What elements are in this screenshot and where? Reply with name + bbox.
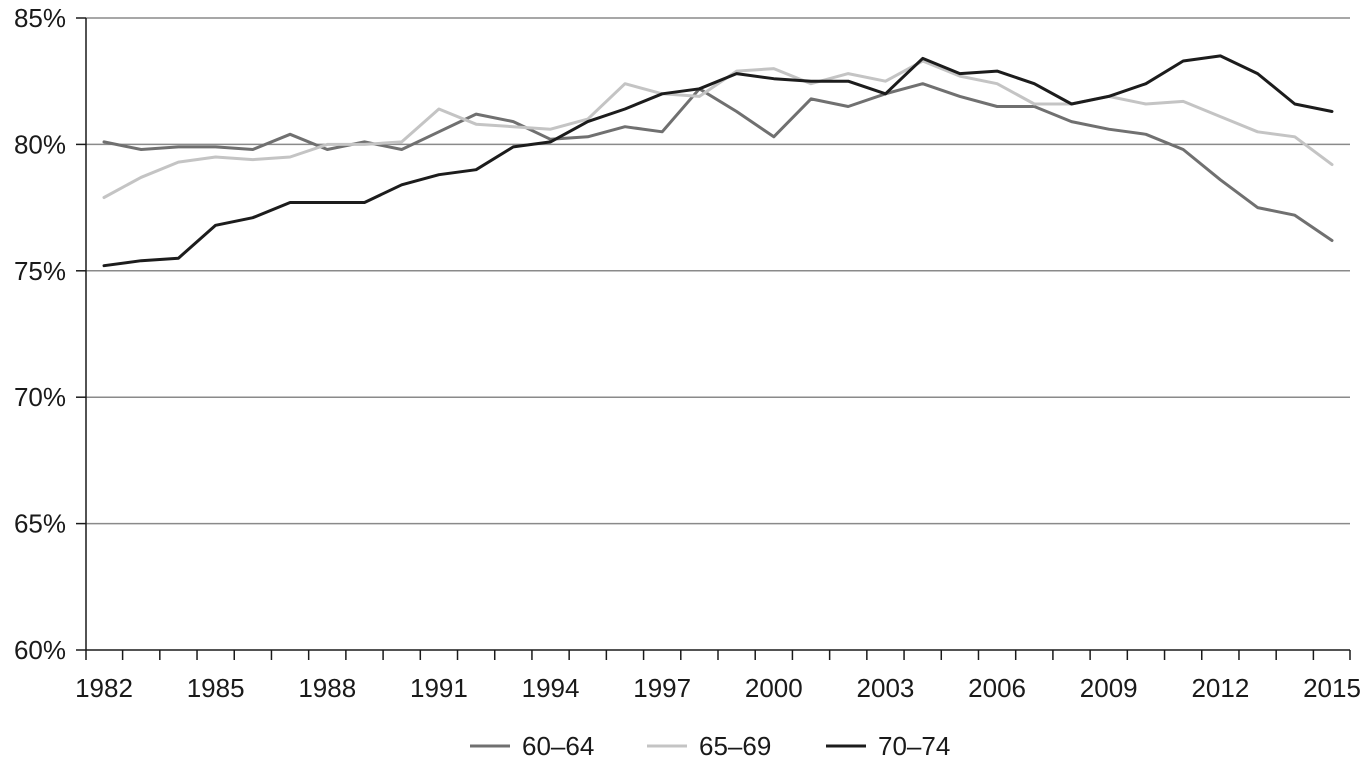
legend-label: 65–69 (699, 731, 771, 761)
x-tick-label: 1982 (75, 673, 133, 703)
axes (76, 17, 1351, 660)
y-tick-label: 75% (14, 256, 66, 286)
legend-label: 60–64 (522, 731, 594, 761)
y-axis-tick-labels: 60% 65% 70% 75% 80% 85% (14, 3, 66, 665)
x-tick-label: 1985 (187, 673, 245, 703)
series-line-65–69 (102, 59, 1334, 199)
x-axis-tick-labels: 1982 1985 1988 1991 1994 1997 2000 2003 2006 2009… (75, 673, 1361, 703)
gridlines (86, 17, 1350, 525)
y-tick-label: 60% (14, 635, 66, 665)
x-tick-label: 1994 (522, 673, 580, 703)
y-tick-label: 65% (14, 509, 66, 539)
x-tick-label: 2009 (1080, 673, 1138, 703)
series-lines (102, 54, 1334, 268)
x-tick-label: 1997 (633, 673, 691, 703)
x-tick-label: 2000 (745, 673, 803, 703)
x-tick-label: 1991 (410, 673, 468, 703)
x-tick-label: 2012 (1191, 673, 1249, 703)
series-line-70–74 (102, 54, 1334, 268)
series-line-60–64 (102, 82, 1334, 242)
y-tick-label: 85% (14, 3, 66, 33)
y-tick-label: 70% (14, 382, 66, 412)
y-tick-label: 80% (14, 129, 66, 159)
legend-label: 70–74 (878, 731, 950, 761)
x-tick-label: 2015 (1303, 673, 1361, 703)
x-tick-label: 2003 (857, 673, 915, 703)
x-tick-label: 2006 (968, 673, 1026, 703)
legend: 60–64 65–69 70–74 (470, 731, 950, 761)
x-tick-label: 1988 (298, 673, 356, 703)
